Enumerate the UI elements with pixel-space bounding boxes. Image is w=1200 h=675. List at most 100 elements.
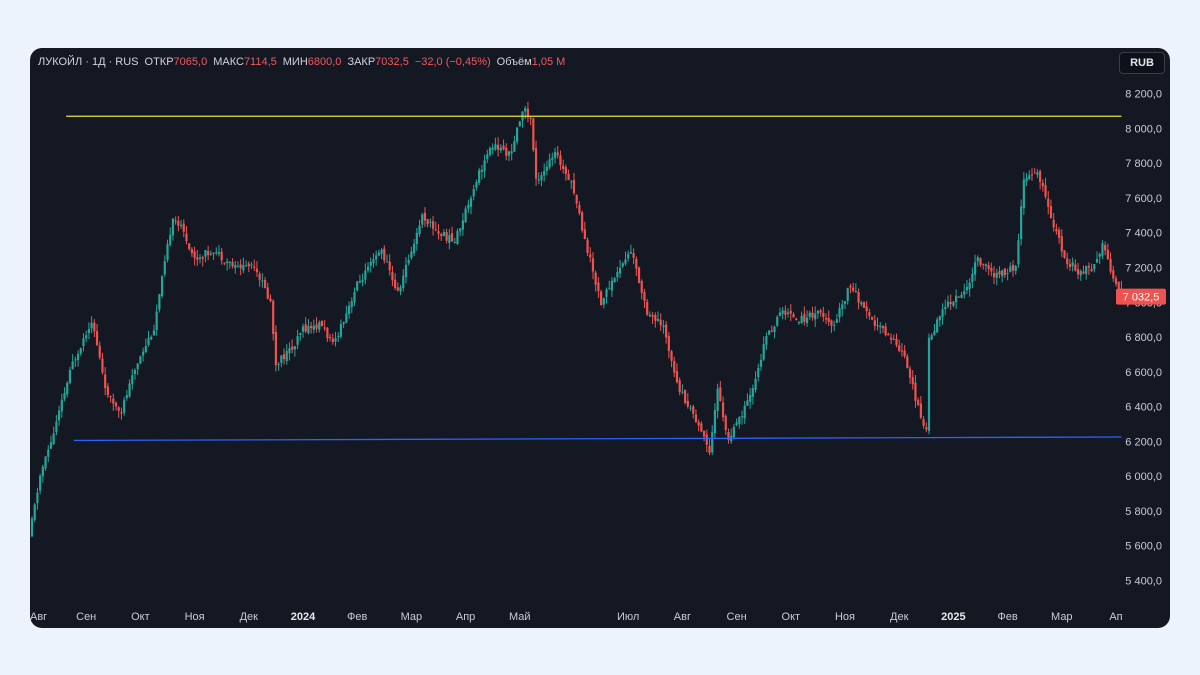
candle xyxy=(995,268,998,286)
candle xyxy=(391,265,394,287)
candle xyxy=(770,325,773,333)
candle xyxy=(288,342,291,361)
candle xyxy=(434,221,437,232)
candle xyxy=(437,223,440,240)
x-tick-label: Фев xyxy=(997,611,1017,623)
candle xyxy=(223,262,226,266)
x-tick-label: Дек xyxy=(240,611,259,623)
candle xyxy=(835,313,838,323)
candle xyxy=(786,308,790,318)
candle xyxy=(394,273,397,291)
candle xyxy=(158,293,161,313)
candle xyxy=(990,262,993,277)
candle xyxy=(461,213,464,236)
candle xyxy=(884,322,887,337)
candle xyxy=(1079,269,1082,281)
candle xyxy=(513,135,516,152)
candle xyxy=(632,248,635,265)
candle xyxy=(166,239,169,263)
candle xyxy=(754,371,757,393)
candle xyxy=(413,239,416,257)
candle xyxy=(1041,179,1044,192)
candle xyxy=(1098,252,1101,265)
candle xyxy=(594,270,597,292)
candle xyxy=(226,258,229,271)
candle xyxy=(467,199,470,213)
x-tick-label: Мар xyxy=(401,611,423,623)
candle xyxy=(201,255,204,267)
candle xyxy=(499,144,502,154)
candle xyxy=(936,317,939,333)
candle xyxy=(1071,257,1074,272)
candle xyxy=(572,172,576,196)
candle xyxy=(768,329,771,335)
candle xyxy=(581,210,584,233)
candle xyxy=(318,320,321,333)
candle xyxy=(819,308,822,317)
candle xyxy=(524,105,527,120)
candle xyxy=(215,247,218,256)
candle xyxy=(610,277,614,298)
candle xyxy=(1076,263,1080,280)
high-value: 7114,5 xyxy=(243,56,277,68)
candle xyxy=(778,307,782,317)
candle xyxy=(47,445,50,462)
candle xyxy=(315,317,318,333)
candle xyxy=(711,425,714,456)
y-tick-label: 7 800,0 xyxy=(1125,158,1162,170)
candle xyxy=(415,228,418,251)
candle xyxy=(188,243,191,251)
candle xyxy=(150,335,153,341)
candle xyxy=(833,320,836,332)
candle xyxy=(421,212,424,228)
time-axis: Авг Сен Окт Ноя Дек 2024 Фев Мар Апр Май Июл Авг Сен… xyxy=(30,611,1123,623)
candle xyxy=(973,254,977,281)
candle xyxy=(383,245,386,264)
candle xyxy=(182,219,185,238)
candle xyxy=(220,248,223,265)
candle xyxy=(198,254,202,264)
candle xyxy=(586,237,589,257)
candle xyxy=(1011,260,1015,277)
candle xyxy=(1093,264,1096,273)
candle xyxy=(1074,259,1077,272)
candle xyxy=(865,300,868,319)
candle xyxy=(1085,265,1088,280)
candle xyxy=(39,473,42,495)
ohlc-legend: ЛУКОЙЛ · 1Д · RUS ОТКР7065,0 МАКС7114,5 МИН… xyxy=(38,54,565,70)
x-tick-label: Ноя xyxy=(835,611,855,623)
candle xyxy=(637,266,641,284)
candlestick-chart[interactable]: 8 200,0 8 000,0 7 800,0 7 600,0 7 400,0 7 200… xyxy=(30,48,1170,628)
candle xyxy=(410,246,413,260)
candle xyxy=(627,250,630,262)
candle xyxy=(946,295,950,309)
candle xyxy=(152,324,156,337)
candle xyxy=(453,237,456,244)
candle xyxy=(998,266,1001,279)
candle xyxy=(553,147,557,164)
candle xyxy=(1017,233,1020,268)
candle xyxy=(889,333,893,345)
candle xyxy=(556,145,559,159)
candle xyxy=(697,419,700,432)
candle xyxy=(618,260,622,278)
candle xyxy=(1049,199,1053,219)
candle xyxy=(854,283,857,293)
support-line[interactable] xyxy=(73,436,1122,442)
candle xyxy=(583,221,586,240)
candle xyxy=(602,297,605,309)
currency-button[interactable]: RUB xyxy=(1119,52,1165,74)
candle xyxy=(429,218,432,228)
candle xyxy=(987,261,990,276)
open-label: ОТКР xyxy=(144,56,174,68)
candle xyxy=(52,426,55,445)
candle xyxy=(933,323,936,336)
x-tick-label: Фев xyxy=(347,611,367,623)
candle xyxy=(743,400,746,424)
candle xyxy=(1052,213,1055,232)
candle xyxy=(803,306,806,326)
candle-series xyxy=(30,101,1123,538)
candle xyxy=(125,389,128,401)
open-value: 7065,0 xyxy=(173,56,208,68)
candle xyxy=(385,254,389,263)
